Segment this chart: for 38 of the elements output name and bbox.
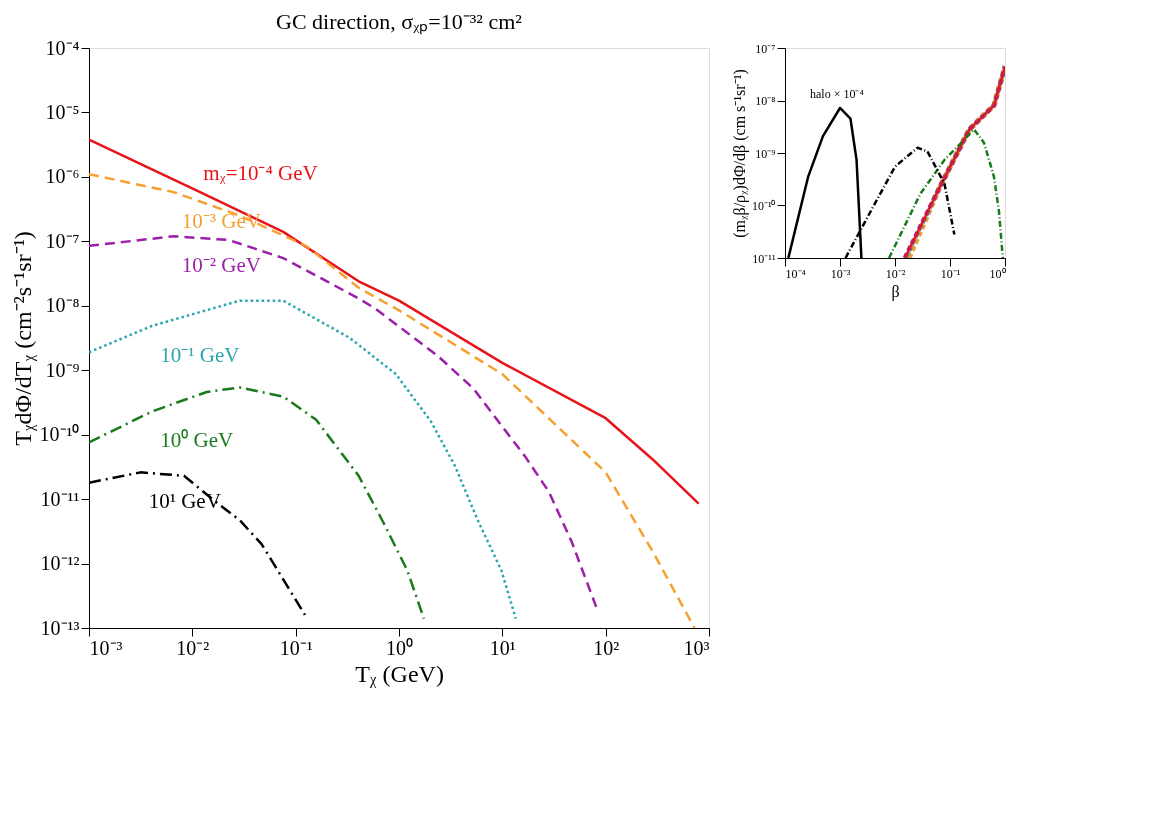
y-tick-label: 10⁻⁷ xyxy=(45,229,80,252)
x-tick-label: 10⁰ xyxy=(386,636,413,659)
x-tick-label: 10⁻³ xyxy=(830,266,851,281)
x-tick-label: 10⁻² xyxy=(885,266,906,281)
y-tick-label: 10⁻¹² xyxy=(40,552,80,575)
series-label: 10⁻¹ GeV xyxy=(160,342,240,367)
x-tick-label: 10⁰ xyxy=(989,266,1006,281)
x-axis-title: β xyxy=(891,282,900,301)
y-tick-label: 10⁻¹⁰ xyxy=(39,423,80,446)
y-tick-label: 10⁻¹¹ xyxy=(40,487,80,510)
series-label: 10⁻³ GeV xyxy=(181,209,261,234)
x-tick-label: 10² xyxy=(593,636,620,659)
series-label: 10⁻² GeV xyxy=(181,253,261,278)
series-label: mᵪ=10⁻⁴ GeV xyxy=(203,160,318,185)
y-tick-label: 10⁻¹³ xyxy=(40,616,80,639)
x-tick-label: 10³ xyxy=(683,636,710,659)
y-tick-label: 10⁻⁵ xyxy=(45,100,80,123)
series-label: 10⁰ GeV xyxy=(160,428,234,453)
y-tick-label: 10⁻⁹ xyxy=(755,146,776,161)
x-tick-label: 10⁻² xyxy=(176,636,210,659)
x-tick-label: 10¹ xyxy=(489,636,516,659)
x-axis-title: Tᵪ (GeV) xyxy=(355,660,444,688)
x-tick-label: 10⁻⁴ xyxy=(785,266,806,281)
x-tick-label: 10⁻³ xyxy=(89,636,123,659)
y-tick-label: 10⁻⁸ xyxy=(45,294,80,317)
annotation: halo × 10⁻⁴ xyxy=(810,86,864,101)
x-tick-label: 10⁻¹ xyxy=(940,266,961,281)
y-axis-title: (mᵪβ/ρᵪ)dΦ/dβ (cm s⁻¹sr⁻¹) xyxy=(730,69,749,238)
y-axis-title: TᵪdΦ/dTᵪ (cm⁻²s⁻¹sr⁻¹) xyxy=(9,231,37,446)
y-tick-label: 10⁻⁹ xyxy=(45,358,80,381)
y-tick-label: 10⁻⁸ xyxy=(755,94,776,108)
y-tick-label: 10⁻⁴ xyxy=(45,36,80,59)
x-tick-label: 10⁻¹ xyxy=(279,636,313,659)
y-tick-label: 10⁻¹¹ xyxy=(752,251,776,266)
y-tick-label: 10⁻⁷ xyxy=(755,41,776,56)
y-tick-label: 10⁻¹⁰ xyxy=(751,199,776,213)
y-tick-label: 10⁻⁶ xyxy=(45,165,80,188)
chart-title: GC direction, σᵪₚ=10⁻³² cm² xyxy=(276,9,523,35)
